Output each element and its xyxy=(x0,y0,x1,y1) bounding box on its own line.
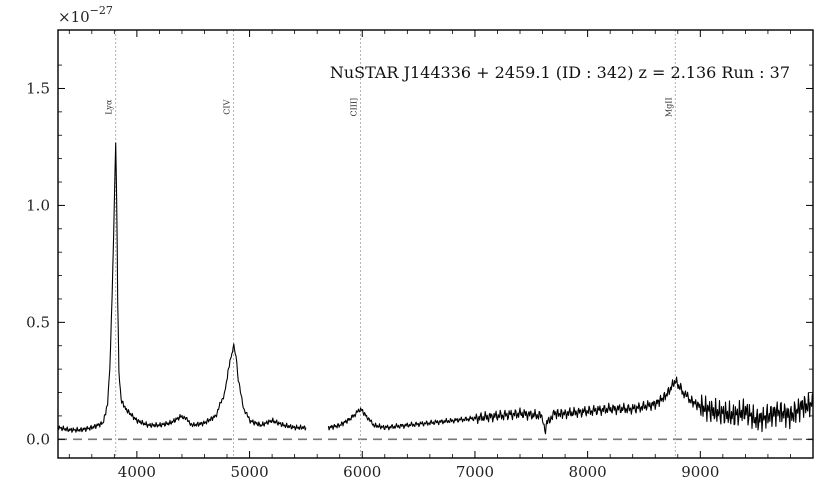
emission-line-label: MgII xyxy=(664,97,673,117)
plot-frame xyxy=(57,29,814,459)
y-tick-label: 0.0 xyxy=(26,430,50,448)
plot-area: Lyα CIV CIII] MgII 4000 5000 6000 7000 8000 9000 0… xyxy=(26,29,814,481)
emission-line-label: CIII] xyxy=(350,98,359,117)
y-tick-label: 1.5 xyxy=(26,79,50,97)
x-tick-label: 9000 xyxy=(681,463,719,481)
y-multiplier-base: ×10 xyxy=(58,8,90,26)
spectrum-series-line xyxy=(58,142,307,433)
x-tick-label: 6000 xyxy=(343,463,381,481)
emission-line-label: Lyα xyxy=(105,99,114,115)
x-tick-label: 7000 xyxy=(456,463,494,481)
spectrum-series-line xyxy=(327,376,814,435)
x-tick-label: 4000 xyxy=(118,463,156,481)
y-tick-label: 0.5 xyxy=(26,313,50,331)
x-tick-label: 8000 xyxy=(569,463,607,481)
x-tick-label: 5000 xyxy=(230,463,268,481)
y-multiplier-exponent: −27 xyxy=(90,4,113,17)
y-tick-label: 1.0 xyxy=(26,196,50,214)
y-multiplier: ×10−27 xyxy=(58,4,113,26)
emission-line-label: CIV xyxy=(223,99,232,114)
chart-title: NuSTAR J144336 + 2459.1 (ID : 342) z = 2… xyxy=(330,63,790,82)
